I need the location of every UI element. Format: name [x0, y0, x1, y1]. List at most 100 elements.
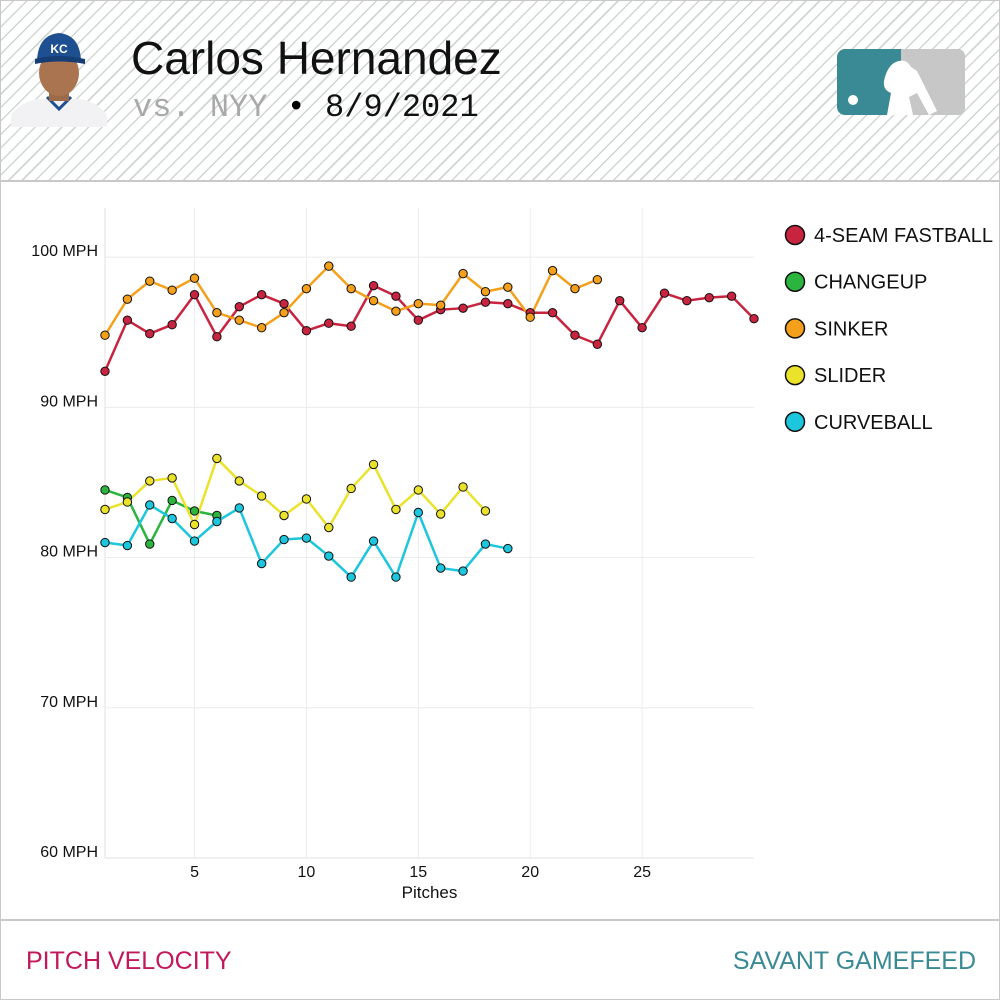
data-point-4-seam-fastball [570, 330, 580, 340]
cap-letters: KC [50, 42, 68, 56]
data-point-4-seam-fastball [346, 321, 356, 331]
data-point-curveball [346, 572, 356, 582]
player-headshot: KC [11, 33, 107, 127]
mlb-logo [837, 49, 965, 115]
data-point-curveball [503, 543, 513, 554]
data-point-slider [301, 494, 312, 504]
data-point-4-seam-fastball [391, 291, 401, 301]
data-point-curveball [145, 500, 155, 510]
data-point-4-seam-fastball [547, 307, 558, 318]
data-point-4-seam-fastball [324, 318, 334, 328]
data-point-4-seam-fastball [749, 314, 759, 324]
y-tick-label: 90 MPH [40, 393, 98, 410]
data-point-slider [100, 504, 110, 515]
data-point-sinker [100, 330, 110, 340]
mlb-logo-batter [883, 60, 937, 115]
legend-marker-4-seam-fastball [784, 224, 806, 246]
data-point-4-seam-fastball [100, 366, 110, 376]
data-point-curveball [480, 539, 491, 549]
data-point-4-seam-fastball [659, 288, 670, 298]
legend-label-curveball: CURVEBALL [814, 412, 933, 434]
x-tick-label: 20 [521, 864, 539, 881]
x-axis-title: Pitches [402, 883, 458, 902]
data-point-slider [458, 482, 468, 492]
data-point-slider [145, 476, 155, 486]
y-tick-label: 80 MPH [40, 544, 98, 561]
y-tick-label: 70 MPH [40, 694, 98, 711]
data-point-sinker [234, 315, 244, 325]
data-point-curveball [458, 566, 468, 576]
data-point-curveball [234, 503, 244, 513]
data-point-curveball [167, 513, 177, 524]
data-point-sinker [212, 307, 222, 318]
data-point-curveball [100, 537, 110, 548]
data-point-4-seam-fastball [167, 320, 177, 330]
data-point-sinker [435, 300, 446, 310]
x-tick-label: 15 [409, 864, 427, 881]
data-point-slider [279, 510, 289, 521]
data-point-sinker [570, 283, 580, 294]
game-info: vs. NYY • 8/9/2021 [133, 89, 479, 126]
data-point-sinker [413, 298, 424, 309]
legend-label-4-seam-fastball: 4-SEAM FASTBALL [814, 225, 993, 247]
data-point-sinker [122, 294, 133, 304]
data-point-slider [346, 483, 356, 494]
data-point-curveball [256, 558, 267, 569]
data-point-4-seam-fastball [145, 329, 155, 339]
axis-layer: 5 10 15 20 25 60 MPH 70 MPH 80 MPH 90 MPH 100 MPH… [31, 208, 754, 902]
data-point-curveball [122, 540, 133, 551]
mlb-logo-right-panel [901, 49, 965, 115]
y-tick-label: 60 MPH [40, 844, 98, 861]
cap-crown [37, 33, 81, 61]
data-point-sinker [458, 268, 468, 279]
data-point-slider [413, 485, 424, 495]
x-tick-label: 5 [190, 864, 199, 881]
data-point-slider [368, 459, 379, 470]
legend-marker-sinker [784, 318, 806, 339]
data-point-sinker [324, 261, 334, 271]
data-point-changeup [100, 485, 110, 495]
x-tick-label: 10 [298, 864, 316, 881]
header-banner: KC Carlos Hernandez vs. NYY • 8/9/2021 [1, 1, 999, 182]
series-points [100, 261, 759, 582]
data-point-curveball [324, 551, 334, 561]
data-point-4-seam-fastball [234, 301, 244, 312]
mlb-logo-ball [848, 95, 858, 105]
data-point-slider [435, 509, 446, 519]
data-point-curveball [368, 536, 379, 546]
data-point-curveball [212, 516, 222, 527]
game-info-separator: • [267, 89, 326, 126]
footer-title: PITCH VELOCITY [26, 947, 232, 975]
data-point-4-seam-fastball [212, 332, 222, 342]
game-date: 8/9/2021 [325, 89, 479, 126]
data-point-4-seam-fastball [458, 303, 468, 313]
x-tick-label: 25 [633, 864, 651, 881]
series-line-slider [104, 457, 487, 529]
data-point-4-seam-fastball [704, 292, 714, 303]
opponent: vs. NYY [133, 89, 268, 126]
velocity-chart: 5 10 15 20 25 60 MPH 70 MPH 80 MPH 90 MPH 100 MPH… [31, 208, 993, 902]
data-point-4-seam-fastball [279, 298, 289, 309]
data-point-slider [122, 497, 133, 507]
data-point-sinker [525, 312, 535, 322]
data-point-sinker [256, 323, 267, 333]
data-point-4-seam-fastball [256, 289, 267, 300]
data-point-changeup [145, 539, 155, 549]
legend-marker-changeup [784, 271, 806, 292]
data-point-sinker [480, 286, 491, 297]
data-point-4-seam-fastball [413, 315, 424, 325]
series-lines [103, 264, 755, 579]
data-point-slider [324, 522, 334, 533]
data-point-4-seam-fastball [368, 280, 379, 291]
footer-divider [1, 919, 999, 921]
data-point-sinker [301, 283, 312, 294]
data-point-4-seam-fastball [637, 323, 647, 333]
data-point-sinker [368, 295, 379, 306]
data-point-curveball [189, 536, 200, 546]
data-point-slider [234, 476, 244, 486]
jersey-shape [11, 99, 107, 127]
data-point-slider [391, 504, 401, 515]
y-tick-label: 100 MPH [31, 243, 98, 260]
data-point-4-seam-fastball [301, 326, 312, 336]
